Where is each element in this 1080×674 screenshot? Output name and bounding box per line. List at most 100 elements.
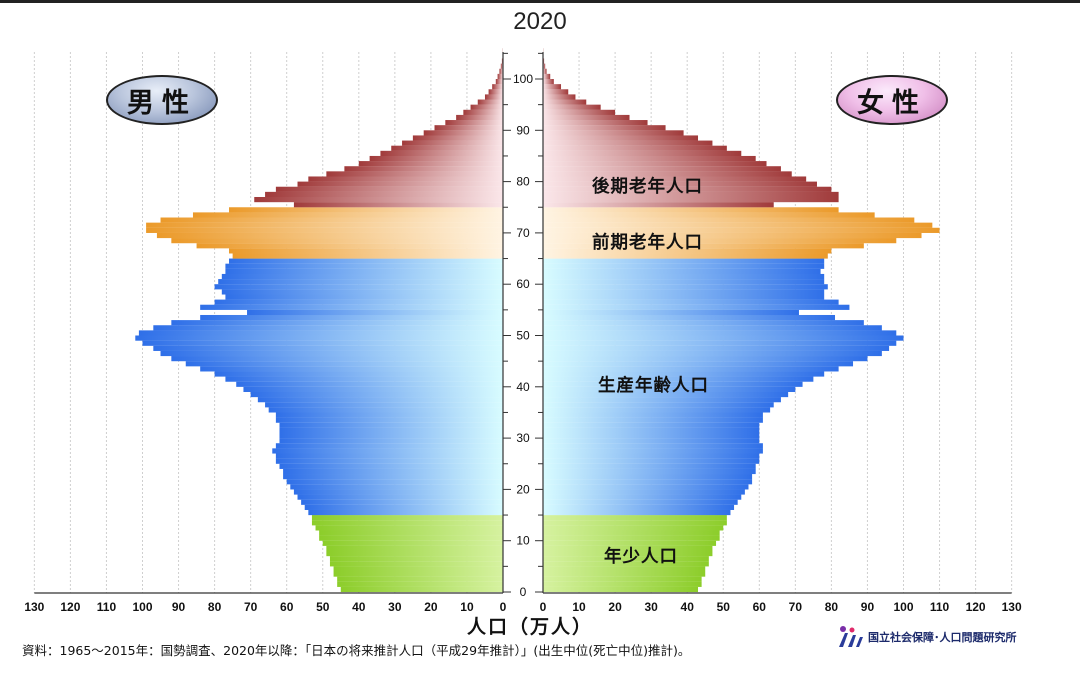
female-bar-age-1: [543, 581, 702, 587]
x-tick-label: 0: [540, 600, 547, 614]
female-bar-age-90: [543, 125, 666, 131]
male-bar-age-37: [257, 397, 503, 403]
early-elderly-label: 前期老年人口: [592, 233, 703, 253]
male-bar-age-1: [337, 581, 503, 587]
male-bar-age-40: [236, 381, 504, 387]
male-bar-age-4: [333, 566, 503, 572]
x-tick-label: 60: [753, 600, 767, 614]
organization-logo-icon: [839, 626, 863, 647]
female-bar-age-83: [543, 161, 767, 167]
male-bar-age-96: [484, 94, 503, 100]
x-tick-label: 40: [681, 600, 695, 614]
male-bar-age-29: [279, 438, 503, 444]
female-bar-age-95: [543, 99, 587, 105]
youth-label: 年少人口: [604, 547, 678, 567]
female-bar-age-18: [543, 494, 742, 500]
male-bar-age-44: [185, 361, 503, 367]
male-bar-age-27: [272, 448, 503, 454]
male-bar-age-56: [214, 299, 503, 305]
male-bar-age-25: [275, 458, 503, 464]
male-bar-age-72: [160, 217, 503, 223]
x-tick-label: 10: [572, 600, 586, 614]
female-bar-age-55: [543, 304, 850, 310]
female-bar-age-20: [543, 484, 749, 490]
x-tick-label: 130: [24, 600, 44, 614]
female-bar-age-84: [543, 155, 756, 162]
male-bar-age-8: [326, 545, 503, 552]
male-bar-age-42: [214, 371, 503, 377]
top-border: [0, 0, 1080, 3]
male-bar-age-60: [218, 279, 503, 285]
female-bar-age-37: [543, 397, 781, 403]
x-tick-label: 0: [500, 600, 507, 614]
female-bar-age-73: [543, 212, 875, 218]
female-bar-age-8: [543, 545, 713, 552]
male-bar-age-78: [275, 186, 503, 192]
male-bar-age-41: [225, 376, 504, 382]
male-bar-age-82: [344, 166, 503, 172]
male-bar-age-80: [308, 176, 503, 182]
male-bar-age-17: [301, 499, 503, 505]
female-bar-age-9: [543, 540, 717, 546]
female-bar-age-39: [543, 386, 796, 392]
age-tick-label: 70: [516, 226, 530, 240]
working-age-label: 生産年齢人口: [598, 376, 709, 396]
female-bar-age-28: [543, 443, 763, 449]
female-bar-age-85: [543, 150, 742, 157]
female-bar-age-72: [543, 217, 915, 223]
age-tick-label: 80: [516, 175, 530, 189]
male-bar-age-101: [499, 68, 503, 74]
female-bar-age-30: [543, 432, 760, 439]
male-bar-age-65: [232, 253, 503, 259]
age-tick-label: 10: [516, 534, 530, 548]
male-bar-age-64: [229, 258, 503, 264]
x-tick-label: 60: [280, 600, 294, 614]
male-bar-age-86: [391, 145, 503, 151]
male-bar-age-39: [243, 386, 503, 392]
male-bar-age-3: [333, 571, 503, 577]
female-bar-age-88: [543, 135, 699, 141]
female-bar-age-82: [543, 166, 781, 172]
female-bar-age-42: [543, 371, 825, 377]
female-bar-age-57: [543, 294, 825, 300]
male-bar-age-89: [423, 130, 503, 136]
female-bar-age-58: [543, 289, 825, 295]
female-bar-age-78: [543, 186, 832, 192]
x-tick-label: 110: [97, 600, 117, 614]
female-bar-age-67: [543, 243, 864, 249]
x-tick-label: 80: [825, 600, 839, 614]
x-tick-label: 70: [789, 600, 803, 614]
male-bar-age-47: [153, 345, 503, 351]
age-tick-label: 60: [516, 277, 530, 291]
female-bar-age-0: [543, 586, 699, 593]
male-bar-age-97: [488, 89, 503, 95]
organization-credit: 国立社会保障･人口問題研究所: [836, 625, 1017, 649]
chart-title: 2020: [513, 8, 567, 35]
female-bar-age-75: [543, 202, 774, 208]
male-bar-age-95: [477, 99, 503, 105]
male-bar-age-28: [275, 443, 503, 449]
male-bar-age-59: [214, 284, 503, 290]
x-tick-label: 80: [208, 600, 222, 614]
male-bar-age-50: [138, 330, 503, 336]
female-bar-age-25: [543, 458, 760, 464]
x-tick-label: 120: [966, 600, 986, 614]
male-bar-age-9: [322, 540, 503, 546]
late-elderly-label: 後期老年人口: [592, 177, 703, 197]
female-bar-age-101: [543, 68, 547, 74]
x-tick-label: 50: [717, 600, 731, 614]
male-bar-age-84: [369, 155, 503, 162]
male-bar-age-38: [250, 391, 503, 398]
female-bar-age-23: [543, 468, 756, 475]
male-bar-age-90: [434, 125, 503, 131]
male-bar-age-24: [279, 463, 503, 469]
male-bar-age-85: [380, 150, 503, 157]
female-bar-age-43: [543, 366, 839, 372]
male-bar-age-18: [297, 494, 503, 500]
female-bar-age-32: [543, 422, 760, 428]
x-tick-label: 130: [1002, 600, 1022, 614]
organization-name: 国立社会保障･人口問題研究所: [868, 631, 1017, 644]
male-bar-age-74: [229, 207, 503, 213]
